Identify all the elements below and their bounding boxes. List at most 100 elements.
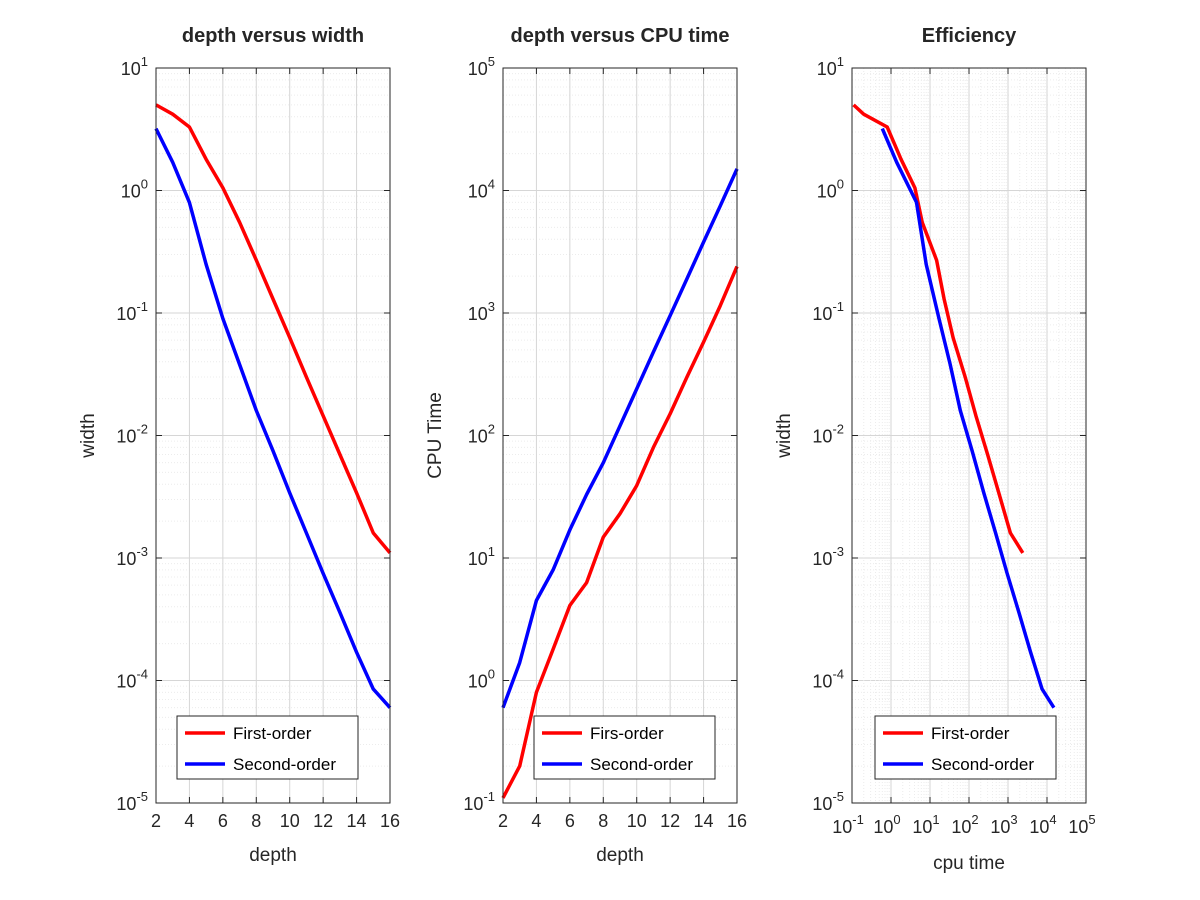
legend-label: Second-order (931, 755, 1034, 774)
y-tick-label: 10-2 (116, 422, 148, 447)
tick-base: 10 (468, 549, 488, 569)
x-axis-label: depth (596, 845, 644, 866)
legend: First-order Second-order (874, 715, 1057, 780)
tick-exponent: -2 (832, 422, 844, 437)
legend-box (874, 715, 1057, 780)
y-axis-label: width (774, 413, 795, 458)
x-tick-label: 14 (347, 811, 367, 831)
legend-box (533, 715, 716, 780)
y-tick-label: 101 (121, 54, 148, 79)
tick-exponent: 0 (837, 177, 844, 192)
x-tick-label: 2 (498, 811, 508, 831)
tick-base: 10 (990, 817, 1010, 837)
tick-base: 10 (832, 817, 852, 837)
tick-exponent: 1 (141, 54, 148, 69)
x-tick-label: 10 (280, 811, 300, 831)
tick-base: 10 (463, 794, 483, 814)
x-tick-label: 12 (313, 811, 333, 831)
x-axis-label: depth (249, 845, 297, 866)
tick-base: 10 (116, 672, 136, 692)
legend-label: Firs-order (590, 724, 664, 743)
tick-exponent: -3 (832, 544, 844, 559)
tick-base: 10 (812, 549, 832, 569)
y-tick-label: 10-1 (116, 299, 148, 324)
tick-base: 10 (116, 427, 136, 447)
tick-base: 10 (121, 182, 141, 202)
series-line-firs-order (501, 265, 739, 799)
tick-base: 10 (812, 672, 832, 692)
tick-exponent: 5 (1088, 812, 1095, 827)
tick-base: 10 (116, 304, 136, 324)
legend-label: First-order (931, 724, 1010, 743)
tick-exponent: -4 (136, 667, 148, 682)
tick-exponent: 0 (141, 177, 148, 192)
series-line-first-order (852, 103, 1025, 554)
x-tick-label: 8 (251, 811, 261, 831)
y-tick-label: 103 (468, 299, 495, 324)
x-tick-label: 101 (912, 812, 939, 837)
tick-exponent: -1 (852, 812, 864, 827)
legend-label: Second-order (590, 755, 693, 774)
y-tick-label: 104 (468, 177, 495, 202)
y-tick-label: 10-3 (116, 544, 148, 569)
grid (851, 67, 1087, 804)
tick-exponent: 2 (488, 422, 495, 437)
x-tick-label: 104 (1029, 812, 1056, 837)
tick-exponent: 2 (971, 812, 978, 827)
tick-base: 10 (468, 182, 488, 202)
tick-base: 10 (468, 427, 488, 447)
y-tick-label: 105 (468, 54, 495, 79)
y-tick-label: 10-4 (812, 667, 844, 692)
tick-base: 10 (1068, 817, 1088, 837)
tick-exponent: -1 (136, 299, 148, 314)
tick-base: 10 (812, 304, 832, 324)
tick-exponent: 5 (488, 54, 495, 69)
legend-box (176, 715, 359, 780)
tick-base: 10 (121, 59, 141, 79)
x-tick-label: 10 (627, 811, 647, 831)
tick-base: 10 (817, 59, 837, 79)
x-tick-label: 16 (380, 811, 400, 831)
tick-base: 10 (1029, 817, 1049, 837)
y-tick-label: 10-5 (812, 789, 844, 814)
y-axis-label: width (78, 413, 99, 458)
x-tick-label: 103 (990, 812, 1017, 837)
y-tick-label: 10-1 (463, 789, 495, 814)
tick-base: 10 (873, 817, 893, 837)
tick-exponent: 4 (488, 177, 495, 192)
x-tick-label: 14 (694, 811, 714, 831)
tick-exponent: -2 (136, 422, 148, 437)
y-tick-label: 10-4 (116, 667, 148, 692)
x-tick-label: 4 (531, 811, 541, 831)
y-tick-label: 101 (817, 54, 844, 79)
tick-exponent: 0 (488, 667, 495, 682)
tick-exponent: 1 (932, 812, 939, 827)
tick-base: 10 (116, 794, 136, 814)
y-tick-label: 10-5 (116, 789, 148, 814)
tick-base: 10 (468, 672, 488, 692)
series-line-second-order (154, 127, 392, 709)
tick-exponent: -5 (832, 789, 844, 804)
tick-exponent: -5 (136, 789, 148, 804)
tick-base: 10 (812, 427, 832, 447)
x-axis-label: cpu time (933, 853, 1005, 874)
legend: First-order Second-order (176, 715, 359, 780)
legend-label: First-order (233, 724, 312, 743)
y-tick-label: 100 (468, 667, 495, 692)
tick-exponent: 0 (893, 812, 900, 827)
x-tick-label: 2 (151, 811, 161, 831)
x-tick-label: 6 (565, 811, 575, 831)
tick-exponent: -1 (483, 789, 495, 804)
y-tick-label: 102 (468, 422, 495, 447)
y-tick-label: 10-1 (812, 299, 844, 324)
x-tick-label: 102 (951, 812, 978, 837)
tick-base: 10 (116, 549, 136, 569)
y-tick-label: 10-3 (812, 544, 844, 569)
legend-label: Second-order (233, 755, 336, 774)
tick-base: 10 (951, 817, 971, 837)
legend: Firs-order Second-order (533, 715, 716, 780)
tick-base: 10 (817, 182, 837, 202)
x-tick-label: 8 (598, 811, 608, 831)
